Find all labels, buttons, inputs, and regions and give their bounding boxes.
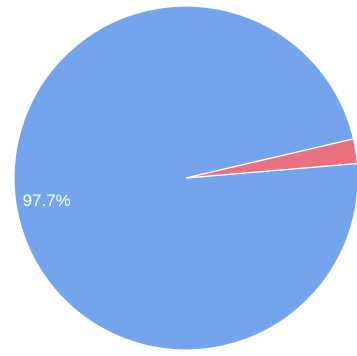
pie-slice-label-0: 97.7% xyxy=(23,191,71,210)
pie-slices xyxy=(13,5,357,351)
pie-slice-0 xyxy=(13,5,357,351)
pie-slice-1 xyxy=(185,138,357,179)
pie-labels: 97.7% xyxy=(23,191,71,210)
